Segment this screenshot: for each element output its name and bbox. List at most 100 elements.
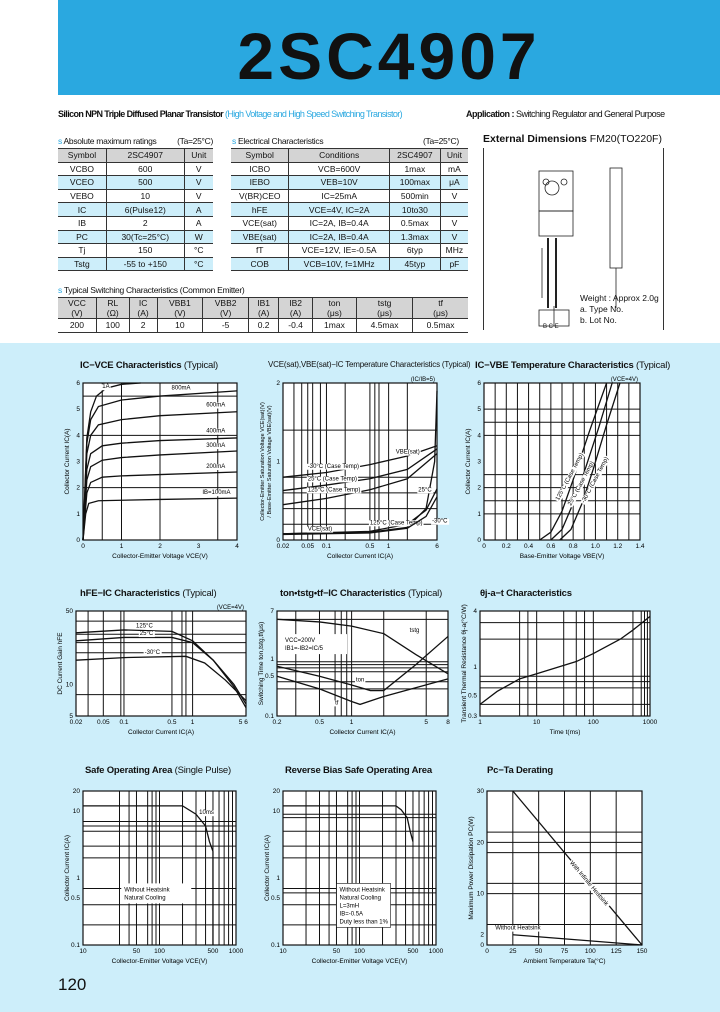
- table-cell: VCB=600V: [288, 161, 390, 177]
- chart-title: VCE(sat),VBE(sat)−IC Temperature Charact…: [268, 360, 471, 369]
- table-cell: VCC (V): [58, 297, 97, 319]
- series-label: 125°C (Case Temp): [308, 487, 361, 493]
- switching-title: s Typical Switching Characteristics (Com…: [58, 285, 245, 295]
- series-label: ton: [356, 678, 364, 684]
- y-tick-label: 0.5: [71, 895, 80, 902]
- label-background: [101, 384, 111, 391]
- y-tick-label: 0: [480, 942, 484, 949]
- x-tick-label: 10: [533, 719, 541, 726]
- table-row: fT VCE=12V, IE=-0.5A 6typ MHz: [231, 243, 468, 258]
- y-tick-label: 2: [477, 485, 481, 492]
- table-cell: tf (μs): [412, 297, 468, 319]
- table-cell: Unit: [439, 148, 468, 163]
- y-axis-label: Collector Current IC(A): [264, 835, 271, 901]
- table-cell: 500: [105, 175, 185, 190]
- y-axis-label: Switching Time ton,tstg,tf(μs): [258, 622, 265, 706]
- y-axis-label-line: Collector-Emitter Saturation Voltage VCE…: [260, 402, 266, 521]
- table-cell: VEB=10V: [288, 175, 390, 190]
- y-tick-label: 0: [477, 537, 481, 544]
- y-tick-label: 10: [273, 808, 281, 815]
- elec-table: Symbol Conditions 2SC4907 Unit ICBO VCB=600V 1…: [231, 148, 468, 272]
- series-label: Without Heatsink: [495, 926, 541, 932]
- plot-area: [276, 610, 449, 717]
- table-cell: MHz: [439, 243, 468, 258]
- series-label: 10ms: [199, 810, 214, 816]
- series-line: [283, 805, 414, 842]
- series-line: [83, 805, 214, 945]
- y-tick-label: 0.3: [468, 713, 477, 720]
- table-cell: ICBO: [231, 161, 289, 177]
- series-label: 200mA: [206, 464, 225, 470]
- table-cell: 30(Tc=25°C): [105, 229, 185, 245]
- abs-max-table: Symbol 2SC4907 Unit VCBO 600 V VCEO 500 V VEBO 10 V…: [58, 148, 213, 272]
- package-drawing: [538, 167, 623, 327]
- label-background: [306, 487, 362, 494]
- table-cell: 2: [128, 318, 158, 333]
- series-line: [479, 615, 651, 705]
- table-cell: 100max: [388, 175, 441, 190]
- series-line: [282, 496, 438, 536]
- y-tick-label: 7: [270, 608, 274, 615]
- table-cell: V: [183, 161, 213, 177]
- label-background: [205, 464, 227, 471]
- table-cell: IB1 (A): [247, 297, 279, 319]
- x-tick-label: 5: [239, 719, 243, 726]
- y-tick-label: 0: [276, 537, 280, 544]
- dimensions-title: External Dimensions FM20(TO220F): [483, 133, 662, 145]
- x-tick-label: 50: [535, 948, 543, 955]
- x-tick-label: 0.02: [277, 543, 290, 550]
- chart-4: 0.2 0.5 1 5 8 0.1 0.5 1 7 Collector Current IC(A)…: [258, 608, 450, 736]
- chart-title: θj-a−t Characteristics: [480, 588, 572, 599]
- label-background: [306, 476, 359, 483]
- plot-area: [282, 382, 438, 541]
- y-tick-label: 20: [273, 788, 281, 795]
- box-text: L=3mH: [340, 903, 360, 909]
- table-cell: 10: [105, 188, 185, 204]
- series-line: [276, 618, 449, 675]
- table-cell: VCB=10V, f=1MHz: [288, 256, 390, 272]
- chart-8: 0 25 50 75 100 125 150 0 2 10 20 30 Ambient Temperat…: [468, 788, 648, 965]
- table-row: V(BR)CEO IC=25mA 500min V: [231, 188, 468, 204]
- table-cell: 1max: [388, 161, 441, 177]
- table-cell: 500min: [388, 188, 441, 204]
- abs-max-cond: (Ta=25°C): [177, 136, 213, 146]
- label-background: [334, 700, 340, 707]
- label-background: [205, 402, 227, 409]
- table-cell: Conditions: [288, 148, 390, 163]
- table-cell: VCE=12V, IE=-0.5A: [288, 243, 390, 258]
- label-background: [170, 385, 192, 392]
- label-background: [201, 490, 232, 497]
- table-cell: COB: [231, 256, 289, 272]
- x-tick-label: 4: [235, 543, 239, 550]
- x-tick-label: 10: [79, 948, 87, 955]
- label-background: [135, 623, 155, 630]
- y-axis-label: Collector-Emitter Saturation Voltage VCE…: [260, 402, 273, 521]
- table-row: VCEO 500 V: [58, 175, 213, 190]
- y-tick-label: 50: [66, 608, 74, 615]
- table-cell: Tj: [58, 243, 107, 258]
- table-cell: 2SC4907: [388, 148, 441, 163]
- label-background: [431, 518, 450, 525]
- table-cell: IC (A): [128, 297, 158, 319]
- y-tick-label: 10: [477, 891, 485, 898]
- table-row: VEBO 10 V: [58, 188, 213, 204]
- y-tick-label: 1: [76, 875, 80, 882]
- x-tick-label: 0.6: [546, 543, 555, 550]
- box-background: [336, 883, 391, 928]
- table-cell: 6typ: [388, 243, 441, 258]
- table-cell: -5: [202, 318, 249, 333]
- table-cell: VBB1 (V): [156, 297, 203, 319]
- table-row: hFE VCE=4V, IC=2A 10to30: [231, 202, 468, 217]
- table-cell: 6(Pulse12): [105, 202, 185, 217]
- table-header: Symbol 2SC4907 Unit: [58, 148, 213, 163]
- table-cell: ton (μs): [311, 297, 357, 319]
- y-tick-label: 1: [473, 664, 477, 671]
- table-row: VCE(sat) IC=2A, IB=0.4A 0.5max V: [231, 215, 468, 231]
- chart-6: 10 50 100 500 1000 0.1 0.5 1 10 20 Collector-Emitt…: [64, 788, 244, 965]
- x-axis-label: Collector Current IC(A): [128, 729, 194, 736]
- conditions-annotation: VCC=200V IB1=-IB2=IC/5: [282, 634, 347, 655]
- table-cell: IC: [58, 202, 107, 217]
- series-label: 125°C: [136, 623, 153, 629]
- y-tick-label: 2: [276, 380, 280, 387]
- label-background: [554, 451, 586, 503]
